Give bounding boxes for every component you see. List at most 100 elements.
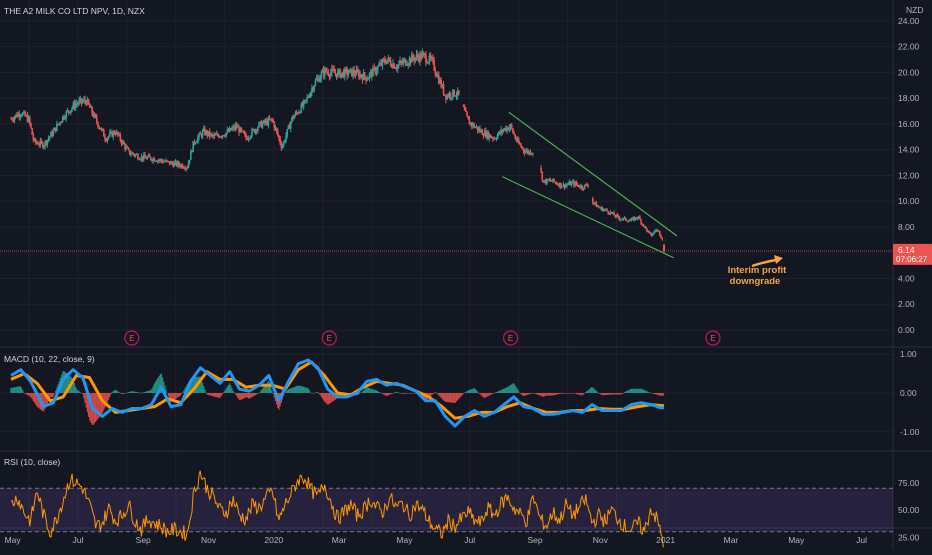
- candle-body: [456, 90, 459, 96]
- candle-body: [385, 62, 387, 64]
- candle-body: [568, 181, 571, 185]
- macd-histogram-bar: [259, 391, 261, 393]
- candle-body: [474, 127, 477, 128]
- candle-body: [34, 139, 37, 143]
- candle-body: [159, 159, 162, 161]
- candle-body: [499, 131, 501, 134]
- candle-body: [232, 126, 234, 129]
- candle-body: [438, 75, 440, 84]
- candle-body: [224, 135, 226, 137]
- candle-body: [485, 130, 487, 138]
- macd-histogram-bar: [442, 393, 445, 401]
- macd-histogram-bar: [126, 392, 128, 394]
- macd-histogram-bar: [37, 393, 39, 408]
- macd-histogram-bar: [10, 387, 12, 393]
- candle-body: [631, 217, 634, 219]
- candle-body: [288, 125, 291, 129]
- macd-histogram-bar: [45, 393, 47, 407]
- channel-upper-line[interactable]: [508, 111, 678, 237]
- candle-body: [345, 68, 347, 70]
- candle-body: [528, 151, 531, 154]
- candle-body: [372, 67, 374, 77]
- candle-body: [627, 220, 629, 222]
- macd-histogram-bar: [480, 393, 482, 396]
- candle-body: [635, 217, 638, 219]
- candle-body: [470, 122, 473, 126]
- candle-body: [298, 112, 300, 114]
- macd-histogram-bar: [498, 390, 500, 393]
- candle-body: [579, 186, 581, 188]
- macd-histogram-bar: [156, 379, 158, 393]
- macd-histogram-bar: [99, 393, 101, 416]
- candle-body: [80, 98, 83, 103]
- candle-body: [572, 181, 574, 183]
- macd-histogram-bar: [292, 387, 294, 393]
- candle-body: [435, 73, 438, 77]
- macd-histogram-bar: [80, 393, 83, 394]
- candle-body: [411, 54, 413, 63]
- candle-body: [257, 127, 259, 132]
- macd-histogram-bar: [172, 393, 174, 401]
- macd-histogram-bar: [502, 388, 505, 393]
- macd-histogram-bar: [305, 387, 307, 393]
- macd-histogram-bar: [461, 393, 463, 396]
- macd-histogram-bar: [182, 392, 184, 393]
- candle-body: [620, 219, 622, 221]
- macd-histogram-bar: [364, 389, 366, 393]
- candle-body: [354, 73, 357, 76]
- channel-lower-line[interactable]: [502, 176, 675, 259]
- candle-body: [341, 71, 344, 74]
- macd-histogram-bar: [265, 384, 267, 393]
- candle-body: [140, 156, 143, 160]
- macd-histogram-bar: [177, 393, 179, 398]
- candle-body: [143, 154, 145, 160]
- macd-histogram-bar: [250, 393, 252, 398]
- candle-body: [295, 112, 298, 114]
- candle-body: [356, 69, 359, 72]
- candle-body: [111, 131, 113, 137]
- macd-histogram-bar: [613, 393, 615, 395]
- candle-body: [415, 54, 418, 58]
- macd-histogram-bar: [296, 386, 298, 393]
- macd-histogram-bar: [395, 391, 398, 393]
- macd-histogram-bar: [216, 393, 218, 398]
- macd-histogram-bar: [304, 387, 306, 393]
- macd-histogram-bar: [258, 393, 260, 394]
- macd-histogram-bar: [505, 387, 507, 393]
- macd-histogram-bar: [298, 385, 300, 393]
- macd-histogram-bar: [71, 377, 73, 393]
- macd-histogram-bar: [656, 393, 659, 395]
- macd-histogram-bar: [286, 390, 288, 393]
- candle-body: [145, 157, 147, 160]
- candle-body: [210, 133, 212, 137]
- macd-histogram-bar: [254, 393, 257, 396]
- candle-body: [194, 142, 197, 144]
- price-tick-label: 12.00: [898, 170, 920, 180]
- macd-histogram-bar: [212, 393, 214, 397]
- macd-histogram-bar: [205, 392, 207, 394]
- candle-body: [171, 161, 173, 164]
- candle-body: [563, 184, 566, 188]
- macd-histogram-bar: [404, 393, 406, 394]
- candle-body: [527, 150, 529, 154]
- macd-histogram-bar: [300, 386, 302, 393]
- macd-histogram-bar: [606, 393, 608, 395]
- macd-histogram-bar: [642, 389, 644, 393]
- candle-body: [138, 159, 140, 160]
- macd-histogram-bar: [486, 393, 488, 397]
- macd-histogram-bar: [321, 393, 324, 399]
- time-tick-label: 2021: [656, 535, 675, 545]
- macd-histogram-bar: [619, 393, 621, 395]
- candle-body: [383, 59, 386, 63]
- macd-histogram-bar: [641, 389, 643, 393]
- candle-body: [419, 53, 421, 62]
- candle-body: [68, 111, 71, 113]
- price-tick-label: 14.00: [898, 145, 920, 155]
- price-tick-label: 4.00: [898, 273, 915, 283]
- candle-body: [30, 123, 32, 129]
- candle-body: [454, 95, 457, 97]
- candle-body: [488, 134, 491, 139]
- macd-histogram-bar: [407, 393, 409, 394]
- candle-body: [319, 78, 321, 82]
- macd-histogram-bar: [317, 391, 319, 393]
